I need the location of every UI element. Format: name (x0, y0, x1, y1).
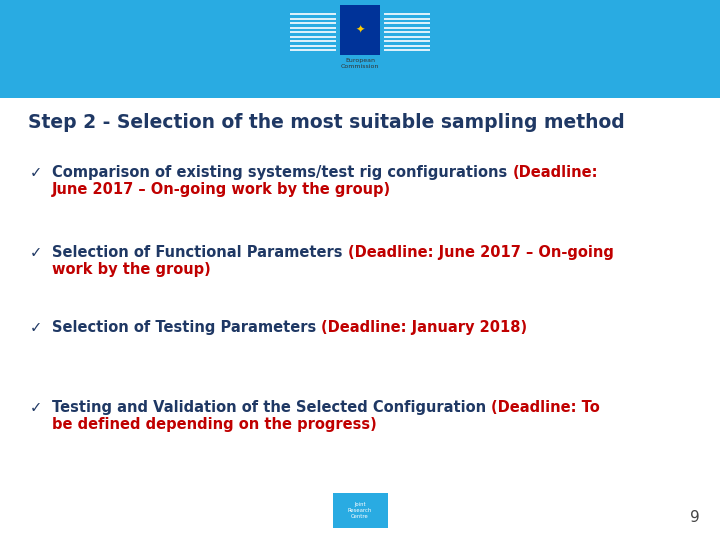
Text: Step 2 - Selection of the most suitable sampling method: Step 2 - Selection of the most suitable … (28, 113, 625, 132)
Text: work by the group): work by the group) (52, 262, 211, 277)
Text: ✓: ✓ (30, 320, 42, 335)
Text: Selection of Functional Parameters: Selection of Functional Parameters (52, 245, 348, 260)
Text: 9: 9 (690, 510, 700, 525)
Text: Joint
Research
Centre: Joint Research Centre (348, 502, 372, 519)
Bar (0, 94, 720, 98)
Bar (340, 5, 380, 55)
Bar (0, 0, 720, 94)
Text: (Deadline:: (Deadline: (513, 165, 598, 180)
Text: be defined depending on the progress): be defined depending on the progress) (52, 417, 377, 432)
Text: (Deadline: January 2018): (Deadline: January 2018) (321, 320, 528, 335)
Text: European
Commission: European Commission (341, 58, 379, 69)
Text: Comparison of existing systems/test rig configurations: Comparison of existing systems/test rig … (52, 165, 513, 180)
Text: Selection of Testing Parameters: Selection of Testing Parameters (52, 320, 321, 335)
Text: (Deadline: To: (Deadline: To (491, 400, 600, 415)
Text: (Deadline: June 2017 – On-going: (Deadline: June 2017 – On-going (348, 245, 613, 260)
Text: ✓: ✓ (30, 165, 42, 180)
Text: Testing and Validation of the Selected Configuration: Testing and Validation of the Selected C… (52, 400, 491, 415)
Text: ✦: ✦ (355, 25, 365, 35)
Bar (333, 493, 387, 528)
Text: June 2017 – On-going work by the group): June 2017 – On-going work by the group) (52, 182, 391, 197)
Text: ✓: ✓ (30, 245, 42, 260)
Text: ✓: ✓ (30, 400, 42, 415)
